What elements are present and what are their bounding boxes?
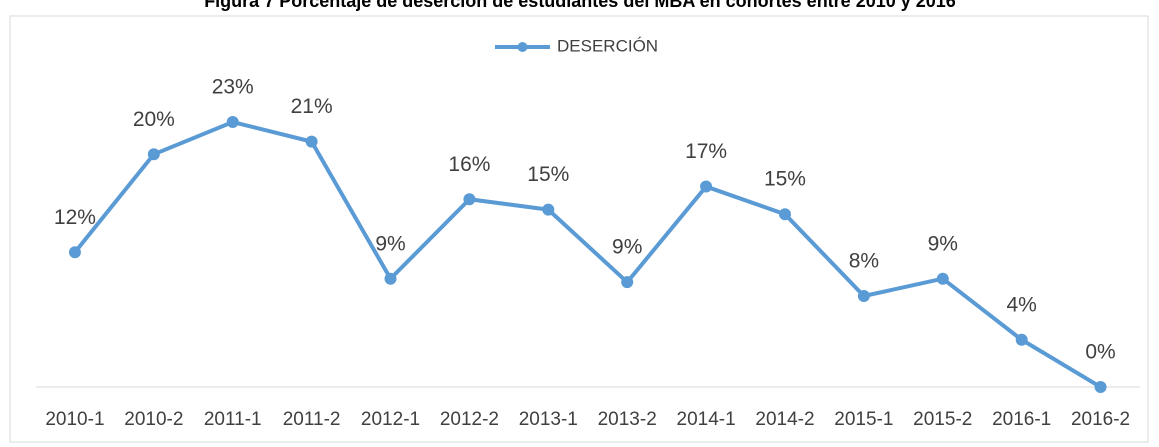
- data-label: 15%: [764, 168, 806, 191]
- x-tick-label: 2015-1: [834, 409, 893, 430]
- x-tick-label: 2010-1: [45, 409, 104, 430]
- data-label: 8%: [849, 250, 879, 273]
- series-line: [73, 120, 1102, 389]
- data-point: [936, 272, 949, 285]
- data-point: [226, 116, 239, 129]
- data-point: [305, 135, 318, 148]
- data-label: 20%: [133, 108, 175, 131]
- data-label: 16%: [448, 153, 490, 176]
- x-tick-label: 2012-1: [361, 409, 420, 430]
- data-label: 4%: [1006, 293, 1036, 316]
- data-label: 9%: [612, 236, 642, 259]
- x-tick-label: 2016-1: [992, 409, 1051, 430]
- data-point: [1015, 333, 1028, 346]
- legend-marker: [517, 42, 528, 52]
- x-tick-label: 2010-2: [124, 409, 183, 430]
- x-tick-label: 2011-2: [283, 409, 341, 430]
- data-label: 15%: [527, 163, 569, 186]
- data-label: 21%: [291, 95, 333, 118]
- x-tick-label: 2015-2: [913, 409, 972, 430]
- data-point: [778, 208, 791, 221]
- data-label: 23%: [212, 76, 254, 99]
- data-label: 17%: [685, 140, 727, 163]
- chart-title: Figura 7 Porcentaje de deserción de estu…: [204, 0, 956, 11]
- data-point: [542, 203, 555, 216]
- data-label: 12%: [54, 206, 96, 229]
- data-label: 0%: [1085, 341, 1115, 364]
- data-point: [147, 148, 160, 161]
- data-point: [621, 276, 634, 289]
- x-tick-label: 2011-1: [204, 409, 262, 430]
- x-tick-label: 2016-2: [1071, 409, 1130, 430]
- x-tick-label: 2012-2: [440, 409, 499, 430]
- chart-frame: [9, 15, 1149, 443]
- data-point: [857, 289, 870, 302]
- x-tick-label: 2013-1: [519, 409, 578, 430]
- data-point: [68, 246, 81, 259]
- x-tick-label: 2014-1: [677, 409, 736, 430]
- data-label: 9%: [928, 232, 958, 255]
- data-point: [463, 193, 476, 206]
- data-point: [1094, 381, 1107, 393]
- x-tick-label: 2014-2: [755, 409, 814, 430]
- x-tick-label: 2013-2: [598, 409, 657, 430]
- data-label: 9%: [375, 232, 405, 255]
- data-point: [700, 180, 713, 193]
- data-point: [384, 272, 397, 285]
- legend-label: DESERCIÓN: [557, 36, 658, 55]
